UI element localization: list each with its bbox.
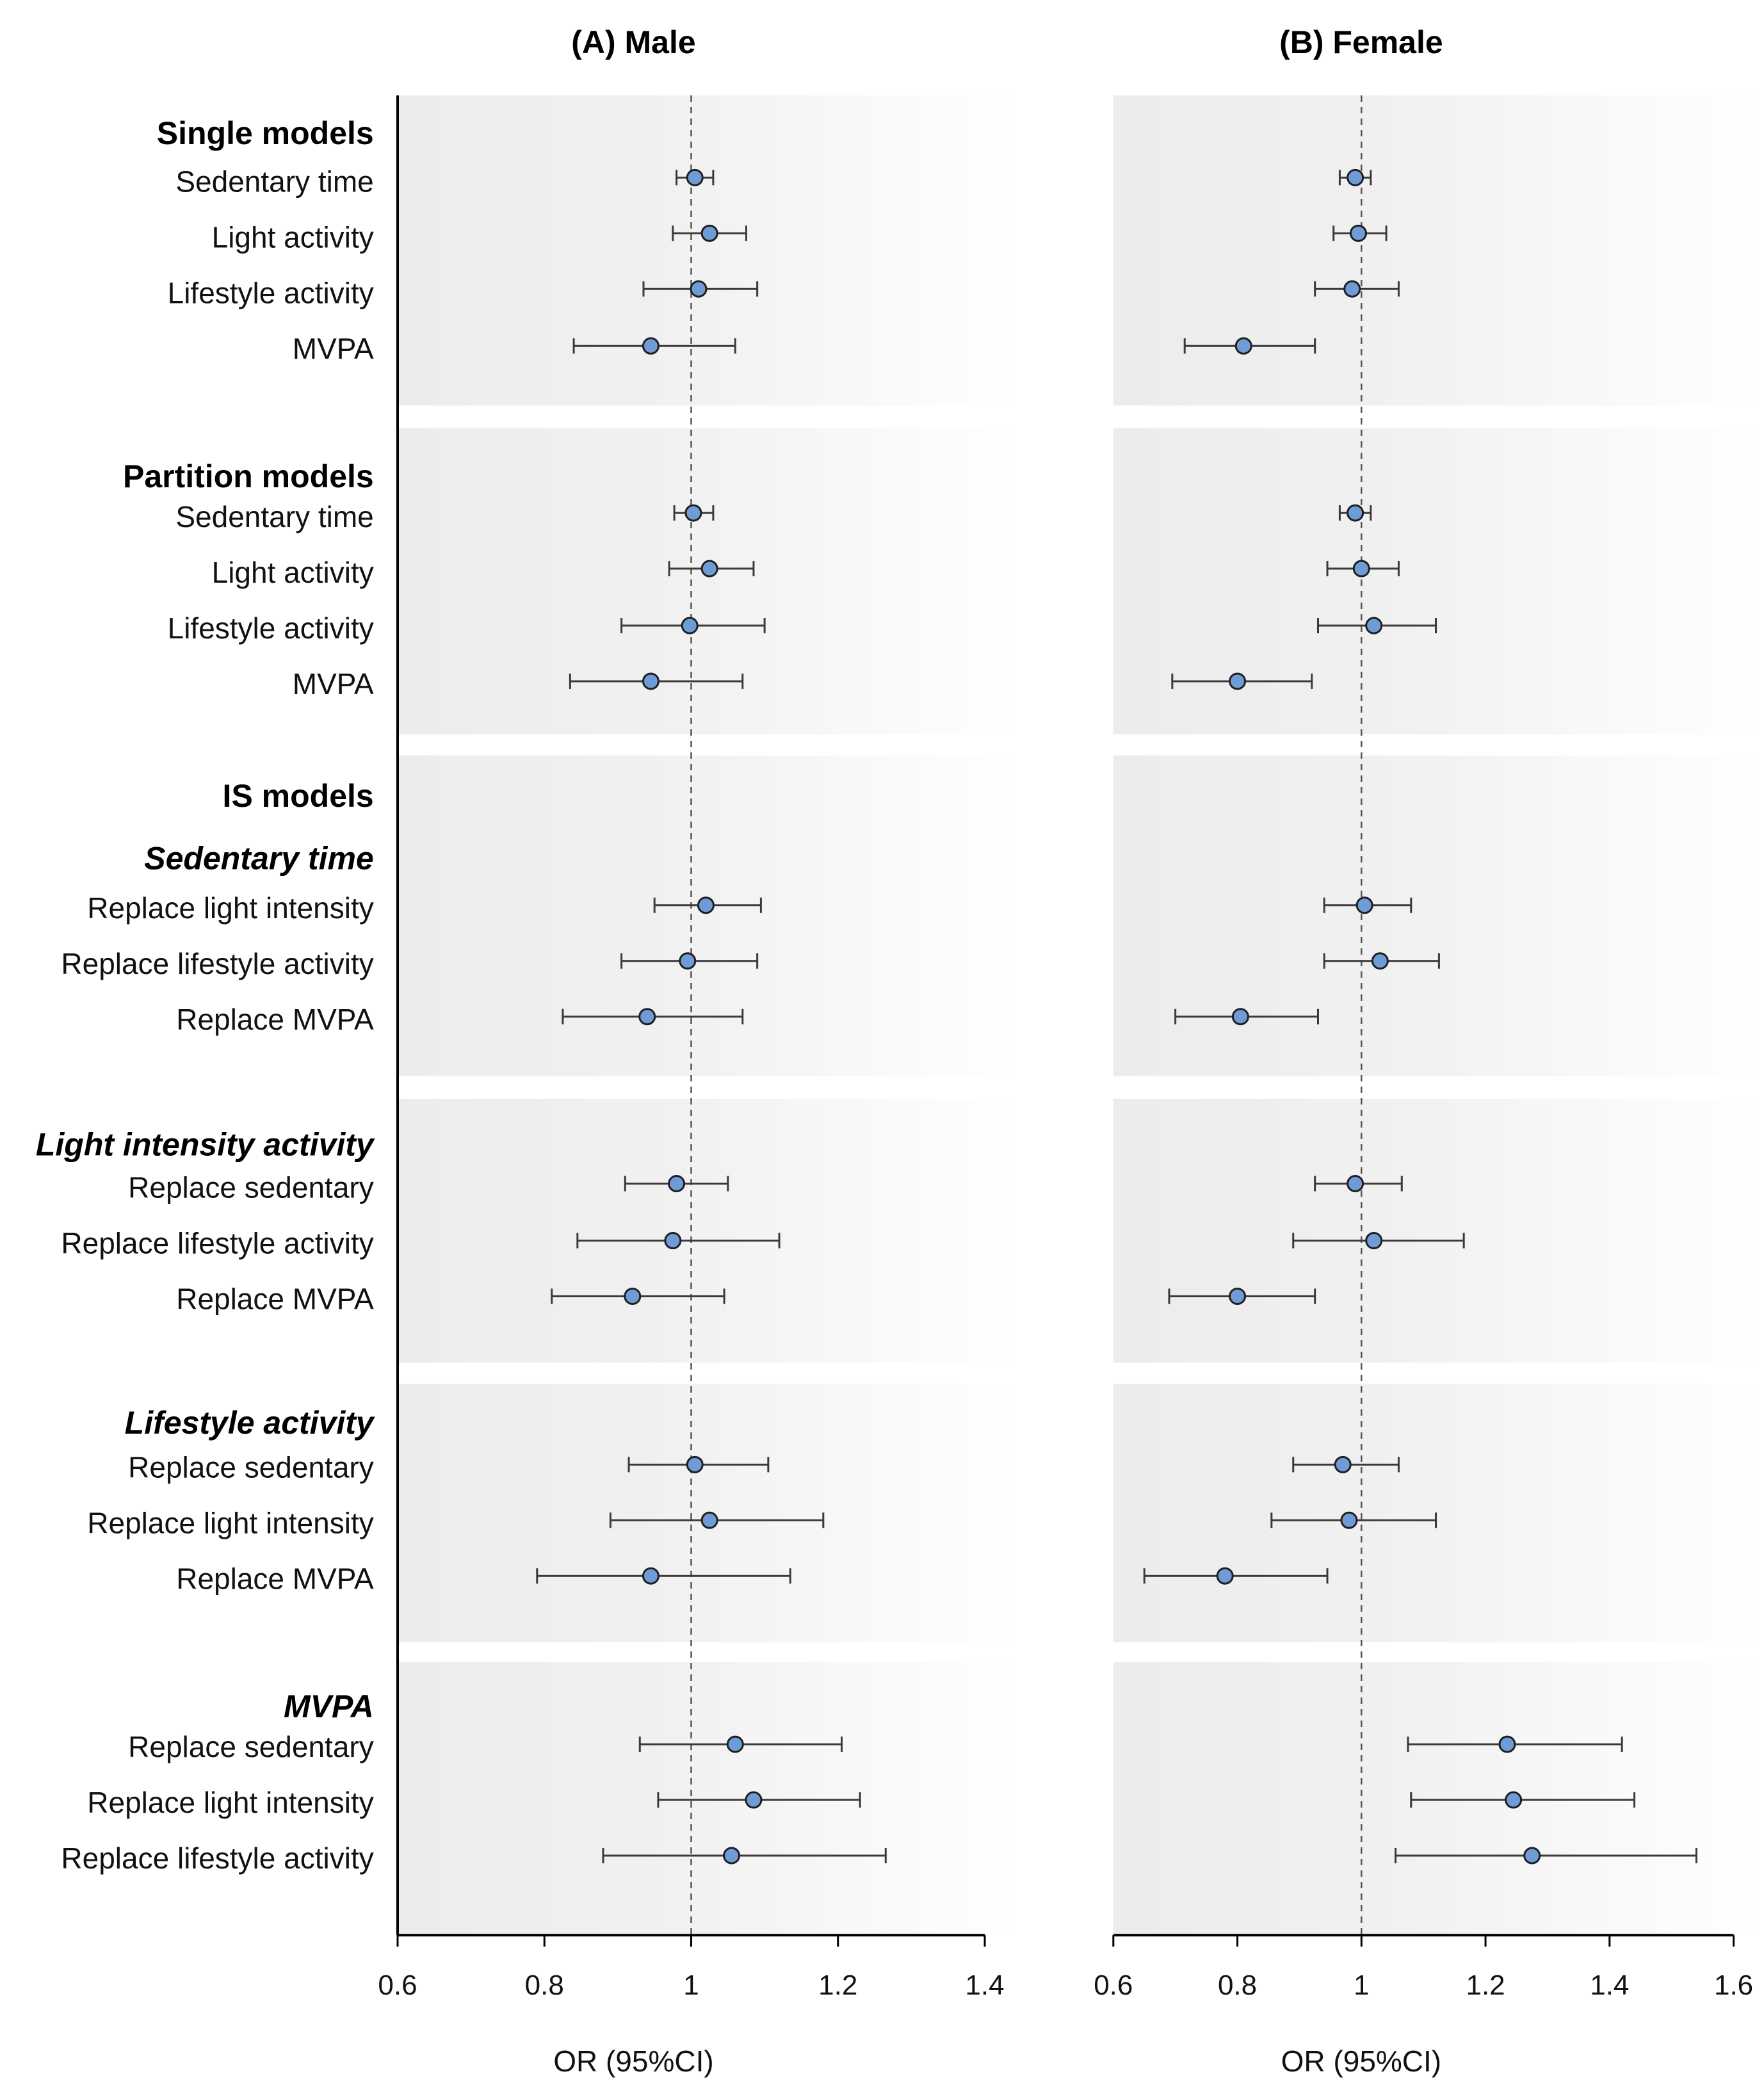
or-point (668, 1175, 686, 1193)
row-label: Lifestyle activity (125, 1405, 375, 1441)
or-point (686, 168, 704, 186)
panel-title: (B) Female (1279, 24, 1443, 60)
or-point (642, 1567, 659, 1585)
band-1-3 (1113, 1099, 1764, 1363)
x-tick-label: 0.8 (1218, 1970, 1257, 2001)
or-point (1340, 1511, 1358, 1529)
or-point (1349, 224, 1367, 242)
row-label: Replace lifestyle activity (61, 1227, 373, 1260)
or-point (1523, 1847, 1541, 1865)
band-1-5 (1113, 1662, 1764, 1936)
or-point (700, 1511, 718, 1529)
or-point (684, 504, 702, 522)
x-tick-label: 1 (683, 1970, 699, 2001)
or-point (1347, 504, 1364, 522)
row-label: Single models (157, 115, 374, 151)
band-0-1 (398, 428, 1022, 734)
band-0-2 (398, 755, 1022, 1076)
band-1-0 (1113, 95, 1764, 406)
row-label: MVPA (293, 332, 374, 365)
band-0-3 (398, 1099, 1022, 1363)
or-point (1347, 168, 1364, 186)
row-label: Lifestyle activity (168, 276, 374, 309)
or-point (690, 280, 708, 298)
or-point (745, 1791, 763, 1809)
band-0-0 (398, 95, 1022, 406)
row-label: Replace MVPA (176, 1003, 374, 1036)
row-label: Replace MVPA (176, 1283, 374, 1316)
row-label: Replace sedentary (128, 1171, 374, 1204)
x-tick-label: 0.6 (1094, 1970, 1133, 2001)
or-point (1371, 952, 1389, 970)
band-1-2 (1113, 755, 1764, 1076)
row-label: Light activity (212, 220, 374, 254)
row-label: Partition models (123, 458, 374, 494)
or-point (723, 1847, 741, 1865)
x-tick-label: 1.2 (818, 1970, 857, 2001)
or-point (686, 1455, 704, 1473)
row-label: Light activity (212, 556, 374, 589)
or-point (664, 1232, 682, 1250)
x-tick-label: 0.6 (378, 1970, 417, 2001)
row-label: MVPA (293, 667, 374, 700)
row-label: Replace light intensity (87, 891, 373, 925)
or-point (1505, 1791, 1523, 1809)
x-tick-label: 1 (1354, 1970, 1369, 2001)
row-label: Replace light intensity (87, 1506, 373, 1539)
or-point (1498, 1735, 1516, 1753)
or-point (642, 337, 659, 355)
or-point (1216, 1567, 1234, 1585)
or-point (726, 1735, 744, 1753)
band-1-4 (1113, 1384, 1764, 1642)
x-tick-label: 1.6 (1714, 1970, 1753, 2001)
row-label: Replace sedentary (128, 1450, 374, 1484)
or-point (642, 672, 659, 690)
row-label: Replace sedentary (128, 1730, 374, 1763)
or-point (624, 1287, 642, 1305)
row-label: Lifestyle activity (168, 611, 374, 645)
or-point (697, 896, 715, 914)
or-point (1365, 617, 1383, 635)
row-label: Replace lifestyle activity (61, 1842, 373, 1875)
or-point (700, 224, 718, 242)
row-label: MVPA (284, 1688, 374, 1724)
or-point (1229, 1287, 1247, 1305)
row-label: Replace MVPA (176, 1562, 374, 1595)
or-point (1229, 672, 1247, 690)
row-label: Sedentary time (175, 165, 373, 198)
x-tick-label: 1.2 (1466, 1970, 1505, 2001)
panel-title: (A) Male (571, 24, 695, 60)
or-point (1365, 1232, 1383, 1250)
or-point (700, 560, 718, 578)
row-label: Replace lifestyle activity (61, 947, 373, 980)
x-tick-label: 1.4 (1590, 1970, 1629, 2001)
row-label: Light intensity activity (36, 1126, 375, 1162)
or-point (1334, 1455, 1352, 1473)
band-0-5 (398, 1662, 1022, 1936)
x-axis-label: OR (95%CI) (1281, 2045, 1441, 2078)
or-point (1234, 337, 1252, 355)
x-tick-label: 0.8 (525, 1970, 564, 2001)
x-tick-label: 1.4 (965, 1970, 1004, 2001)
or-point (1355, 896, 1373, 914)
band-1-1 (1113, 428, 1764, 734)
or-point (1347, 1175, 1364, 1193)
row-label: IS models (223, 778, 374, 814)
or-point (681, 617, 699, 635)
or-point (1352, 560, 1370, 578)
or-point (1343, 280, 1361, 298)
or-point (1231, 1008, 1249, 1026)
or-point (638, 1008, 656, 1026)
x-axis-label: OR (95%CI) (553, 2045, 713, 2078)
row-label: Replace light intensity (87, 1786, 373, 1819)
or-point (679, 952, 697, 970)
row-label: Sedentary time (175, 500, 373, 533)
row-label: Sedentary time (144, 840, 373, 876)
